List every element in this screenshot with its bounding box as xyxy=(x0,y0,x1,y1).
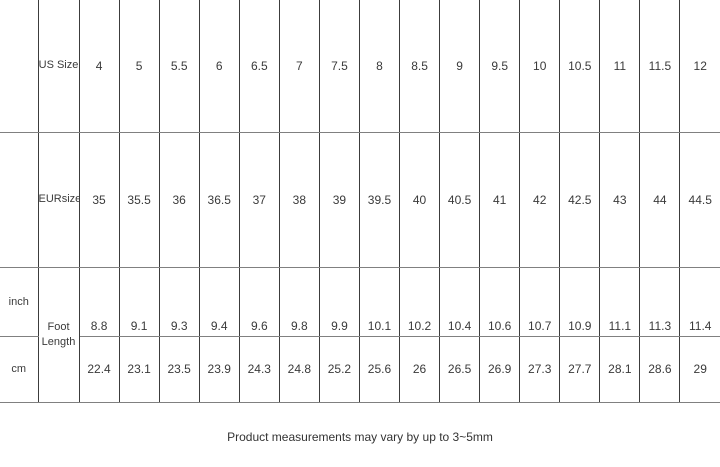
eur-size-cell: 39.5 xyxy=(359,132,401,268)
us-size-cell: 11 xyxy=(599,0,641,133)
inch-cell: 10.4 xyxy=(439,267,481,337)
inch-cell: 11.4 xyxy=(679,267,720,337)
inch-cell: 9.6 xyxy=(239,267,280,337)
unit-label-inch: inch xyxy=(0,267,39,337)
us-size-cell: 10.5 xyxy=(559,0,601,133)
cm-cell: 23.1 xyxy=(119,336,160,403)
us-size-cell: 8.5 xyxy=(399,0,441,133)
inch-cell: 9.8 xyxy=(279,267,320,337)
us-size-cell: 6 xyxy=(199,0,240,133)
cm-cell: 23.9 xyxy=(199,336,240,403)
row-us-size: US Size 4 5 5.5 6 6.5 7 7.5 8 8.5 9 9.5 … xyxy=(0,0,720,133)
inch-cell: 9.9 xyxy=(319,267,360,337)
us-size-cell: 7 xyxy=(279,0,320,133)
us-size-cell: 6.5 xyxy=(239,0,280,133)
eur-size-cell: 36.5 xyxy=(199,132,240,268)
row-header-eur-size: EURsize xyxy=(38,132,80,268)
us-size-cell: 8 xyxy=(359,0,401,133)
eur-size-cell: 40 xyxy=(399,132,441,268)
inch-cell: 10.2 xyxy=(399,267,441,337)
cm-cell: 29 xyxy=(679,336,720,403)
cm-cell: 26 xyxy=(399,336,441,403)
row-eur-size: EURsize 35 35.5 36 36.5 37 38 39 39.5 40… xyxy=(0,132,720,268)
cm-cell: 26.9 xyxy=(479,336,521,403)
inch-cell: 11.3 xyxy=(639,267,681,337)
inch-cell: 11.1 xyxy=(599,267,641,337)
inch-cell: 9.4 xyxy=(199,267,240,337)
inch-cell: 10.6 xyxy=(479,267,521,337)
us-size-cell: 9.5 xyxy=(479,0,521,133)
cm-cell: 23.5 xyxy=(159,336,200,403)
eur-size-cell: 37 xyxy=(239,132,280,268)
inch-cell: 8.8 xyxy=(79,267,120,337)
row-foot-length-inch: inch Foot Length 8.8 9.1 9.3 9.4 9.6 9.8… xyxy=(0,267,720,403)
cm-cell: 24.3 xyxy=(239,336,280,403)
inch-cell: 10.1 xyxy=(359,267,401,337)
corner-cell xyxy=(0,0,39,133)
cm-cell: 26.5 xyxy=(439,336,481,403)
inch-cell: 9.3 xyxy=(159,267,200,337)
cm-cell: 28.1 xyxy=(599,336,641,403)
inch-cell: 10.9 xyxy=(559,267,601,337)
us-size-cell: 5.5 xyxy=(159,0,200,133)
us-size-cell: 11.5 xyxy=(639,0,681,133)
eur-size-cell: 38 xyxy=(279,132,320,268)
us-size-cell: 5 xyxy=(119,0,160,133)
eur-size-cell: 44 xyxy=(639,132,681,268)
row-header-foot-length: Foot Length xyxy=(38,267,80,403)
eur-size-cell: 43 xyxy=(599,132,641,268)
corner-cell xyxy=(0,132,39,268)
row-foot-length-cm: cm 22.4 23.1 23.5 23.9 24.3 24.8 25.2 25… xyxy=(0,336,720,403)
eur-size-cell: 42 xyxy=(519,132,561,268)
cm-cell: 22.4 xyxy=(79,336,120,403)
us-size-cell: 12 xyxy=(679,0,720,133)
us-size-cell: 10 xyxy=(519,0,561,133)
cm-cell: 28.6 xyxy=(639,336,681,403)
eur-size-cell: 40.5 xyxy=(439,132,481,268)
us-size-cell: 7.5 xyxy=(319,0,360,133)
measurement-disclaimer: Product measurements may vary by up to 3… xyxy=(227,429,493,444)
us-size-cell: 4 xyxy=(79,0,120,133)
eur-size-cell: 44.5 xyxy=(679,132,720,268)
unit-label-cm: cm xyxy=(0,336,39,403)
inch-cell: 9.1 xyxy=(119,267,160,337)
cm-cell: 25.2 xyxy=(319,336,360,403)
row-header-us-size: US Size xyxy=(38,0,80,133)
cm-cell: 27.7 xyxy=(559,336,601,403)
eur-size-cell: 36 xyxy=(159,132,200,268)
us-size-cell: 9 xyxy=(439,0,481,133)
eur-size-cell: 39 xyxy=(319,132,360,268)
eur-size-cell: 42.5 xyxy=(559,132,601,268)
inch-cell: 10.7 xyxy=(519,267,561,337)
cm-cell: 27.3 xyxy=(519,336,561,403)
cm-cell: 24.8 xyxy=(279,336,320,403)
size-chart-table: US Size 4 5 5.5 6 6.5 7 7.5 8 8.5 9 9.5 … xyxy=(0,0,720,403)
eur-size-cell: 35.5 xyxy=(119,132,160,268)
eur-size-cell: 35 xyxy=(79,132,120,268)
eur-size-cell: 41 xyxy=(479,132,521,268)
cm-cell: 25.6 xyxy=(359,336,401,403)
